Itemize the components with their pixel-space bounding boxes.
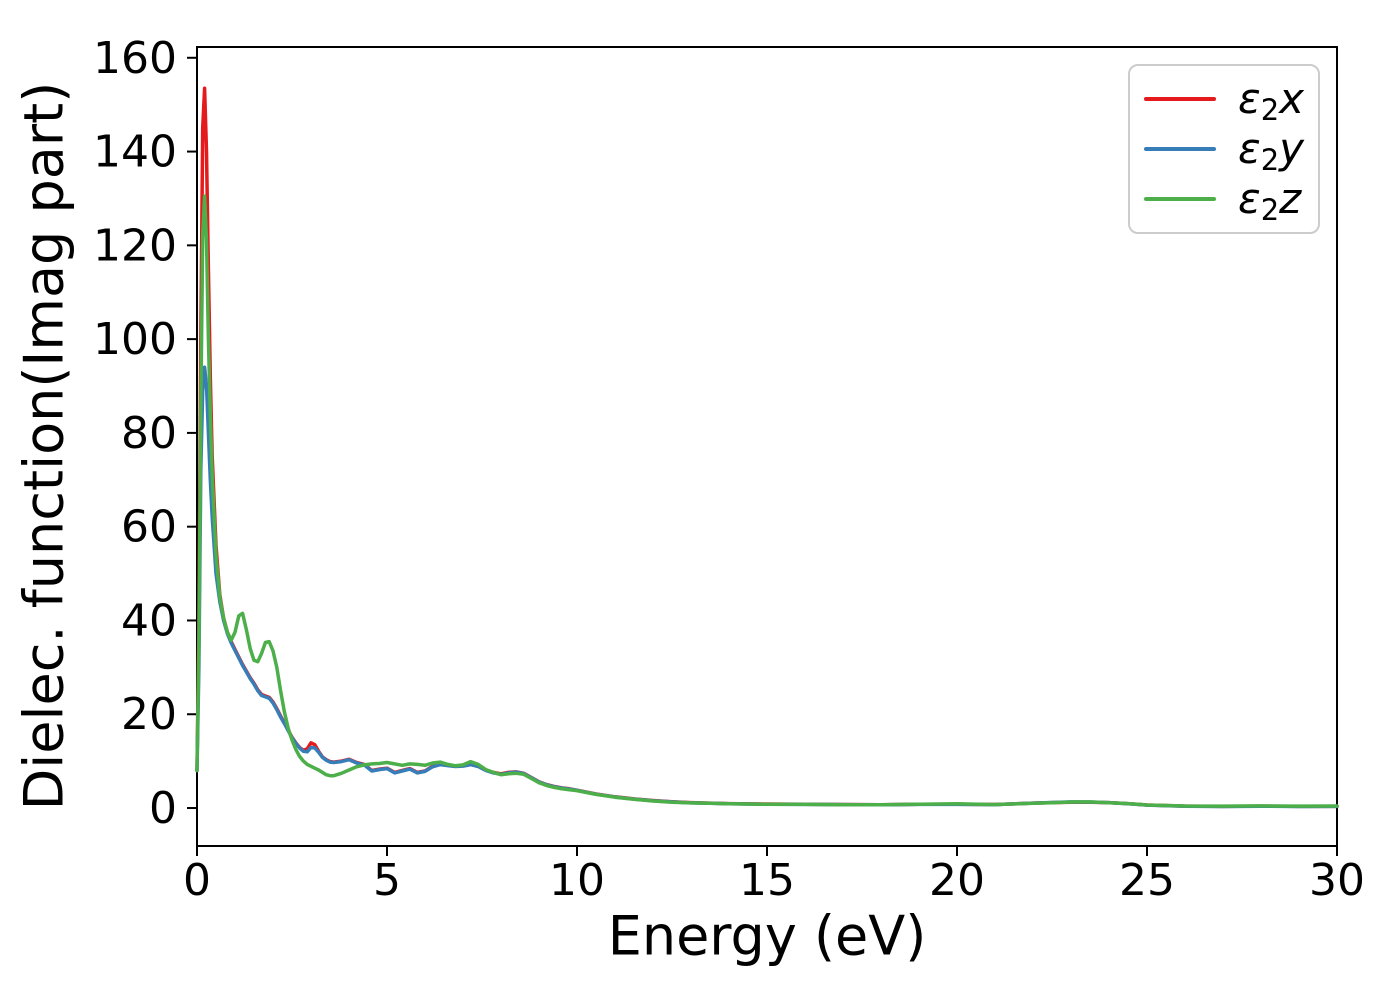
legend-line-sample-eps2x [1144, 97, 1216, 101]
x-tick-label: 15 [739, 855, 795, 906]
y-tick-label: 100 [93, 314, 177, 365]
axis-letter-x: x [1279, 74, 1305, 123]
curve-eps2z [195, 194, 1339, 808]
y-tick-label: 80 [121, 408, 177, 459]
axis-letter-y: y [1279, 124, 1305, 173]
epsilon-symbol: ε [1238, 174, 1261, 223]
y-tick-label: 40 [121, 595, 177, 646]
x-tick-label: 30 [1309, 855, 1365, 906]
y-tick-label: 0 [149, 783, 177, 834]
x-tick-label: 0 [183, 855, 211, 906]
legend-label-eps2z: ε2z [1238, 178, 1301, 225]
epsilon-symbol: ε [1238, 74, 1261, 123]
x-tick-label: 20 [929, 855, 985, 906]
legend-item-eps2x: ε2x [1144, 78, 1310, 125]
y-tick-label: 20 [121, 689, 177, 740]
legend-item-eps2z: ε2z [1144, 178, 1310, 225]
x-tick-label: 5 [373, 855, 401, 906]
y-tick-label: 120 [93, 220, 177, 271]
subscript-2: 2 [1260, 193, 1280, 227]
legend-line-sample-eps2y [1144, 147, 1216, 151]
epsilon-symbol: ε [1238, 124, 1261, 173]
subscript-2: 2 [1260, 143, 1280, 177]
legend-label-eps2x: ε2x [1238, 78, 1304, 125]
x-axis-label: Energy (eV) [607, 904, 927, 968]
x-tick-label: 25 [1119, 855, 1175, 906]
legend-line-sample-eps2z [1144, 197, 1216, 201]
curve-eps2y [195, 365, 1339, 809]
y-axis-label: Dielec. function(Imag part) [12, 81, 76, 811]
legend-item-eps2y: ε2y [1144, 128, 1310, 175]
y-tick-label: 160 [93, 33, 177, 84]
x-tick-label: 10 [549, 855, 605, 906]
subscript-2: 2 [1260, 93, 1280, 127]
legend: ε2x ε2y ε2z [1128, 64, 1320, 234]
axis-letter-z: z [1279, 174, 1302, 223]
y-tick-label: 140 [93, 127, 177, 178]
y-tick-label: 60 [121, 502, 177, 553]
legend-label-eps2y: ε2y [1238, 128, 1304, 175]
